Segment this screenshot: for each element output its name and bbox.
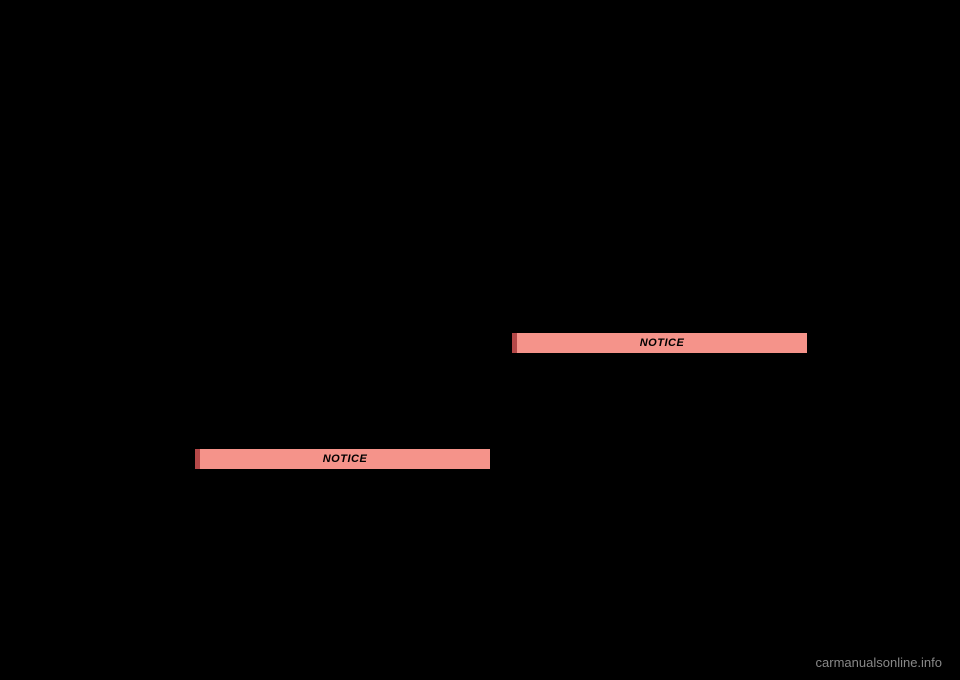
notice-label-left: NOTICE: [323, 453, 368, 465]
notice-bar-right: NOTICE: [512, 333, 807, 353]
watermark-text: carmanualsonline.info: [816, 655, 942, 670]
notice-label-right: NOTICE: [640, 337, 685, 349]
notice-bar-left: NOTICE: [195, 449, 490, 469]
